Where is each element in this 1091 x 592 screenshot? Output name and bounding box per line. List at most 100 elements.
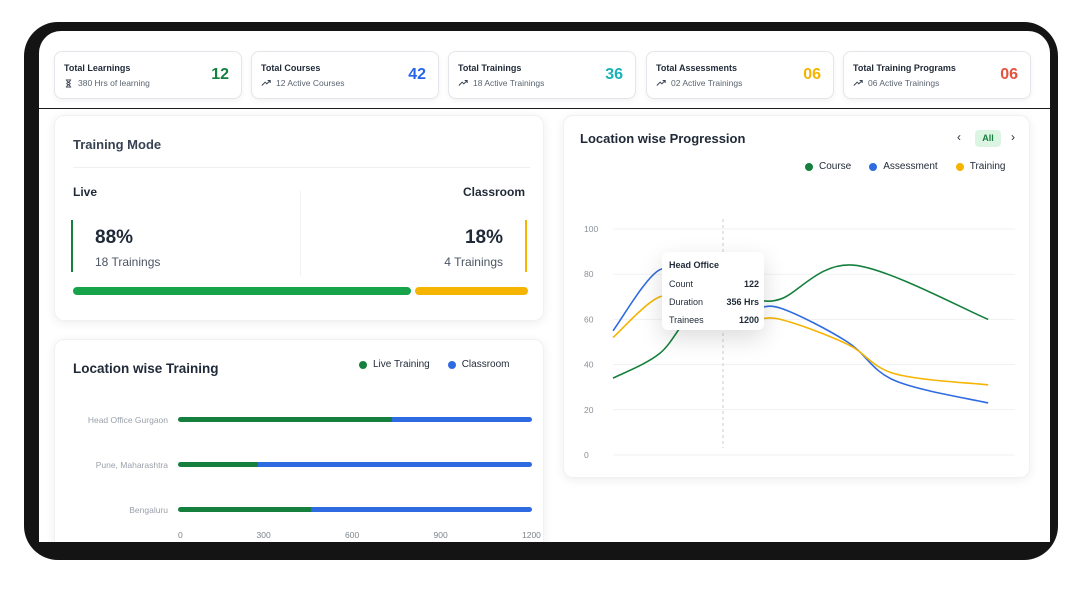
classroom-segment [391,417,532,422]
live-percent: 88% [95,227,134,248]
classroom-share-bar [415,287,528,295]
location-bar[interactable] [178,417,532,422]
classroom-count: 4 Trainings [444,255,503,269]
stat-card-total-training-programs[interactable]: Total Training Programs 06 Active Traini… [843,51,1031,99]
progression-title: Location wise Progression [580,131,746,146]
x-tick-label: 600 [345,530,360,540]
training-mode-card: Training Mode Live Classroom 88% 18 Trai… [54,115,544,321]
location-bar[interactable] [178,462,532,467]
tooltip-label: Trainees [669,315,704,325]
legend-label: Classroom [461,359,510,370]
tooltip-value: 356 Hrs [726,297,759,307]
live-stat-block: 88% 18 Trainings [71,220,271,272]
stat-card-total-learnings[interactable]: Total Learnings 380 Hrs of learning 12 [54,51,242,99]
live-training-segment [178,417,392,422]
stat-subtitle-text: 380 Hrs of learning [78,78,150,88]
stat-subtitle: 380 Hrs of learning [64,78,150,88]
legend-dot [955,162,964,171]
stat-value: 06 [803,66,821,83]
stat-title: Total Learnings [64,63,131,73]
header-divider [39,108,1050,109]
tooltip-label: Count [669,279,694,289]
location-label: Pune, Maharashtra [95,460,168,470]
tooltip-value: 122 [743,279,759,289]
stat-subtitle-text: 02 Active Trainings [671,78,743,88]
stat-subtitle-text: 12 Active Courses [276,78,345,88]
stat-value: 06 [1000,66,1018,83]
stat-subtitle-text: 06 Active Trainings [868,78,940,88]
trend-up-icon [853,80,863,86]
stat-card-total-trainings[interactable]: Total Trainings 18 Active Trainings 36 [448,51,636,99]
legend-live-training[interactable]: Live Training [359,359,430,370]
tooltip-value: 1200 [738,315,759,325]
progression-line-chart: 100 80 60 40 20 0 Head Office Gurgaon Head Offi… [584,219,1015,479]
y-tick-label: 40 [584,360,594,370]
classroom-percent: 18% [464,227,503,248]
x-tick-label: 300 [256,530,271,540]
trend-up-icon [656,80,666,86]
legend-classroom[interactable]: Classroom [447,359,510,370]
legend-label: Course [819,161,852,172]
y-tick-label: 80 [584,269,594,279]
legend-dot [447,360,456,369]
location-label: Head Office Gurgaon [87,415,168,425]
filter-all-button[interactable]: All [975,130,1001,147]
x-tick-label: Bengaluru [976,477,1015,479]
stat-title: Total Training Programs [853,63,956,73]
mode-separator [300,191,301,276]
y-tick-label: 20 [584,405,594,415]
classroom-segment [310,507,532,512]
legend-dot [359,360,367,369]
chart-tooltip: Head Office Count 122 Duration 356 Hrs T… [662,252,764,330]
stat-subtitle-text: 18 Active Trainings [473,78,545,88]
legend-assessment[interactable]: Assessment [869,161,938,172]
stat-subtitle: 06 Active Trainings [853,78,939,88]
stat-card-total-assessments[interactable]: Total Assessments 02 Active Trainings 06 [646,51,834,99]
stat-subtitle: 18 Active Trainings [458,78,544,88]
training-mode-divider [73,167,530,168]
y-tick-label: 100 [584,224,598,234]
stat-card-total-courses[interactable]: Total Courses 12 Active Courses 42 [251,51,439,99]
dashboard-screen: Total Learnings 380 Hrs of learning 12 T… [39,31,1050,542]
live-training-segment [178,507,311,512]
tooltip-row-trainees: Trainees 1200 [669,315,759,325]
location-training-title: Location wise Training [73,361,219,376]
stat-value: 36 [605,66,623,83]
location-training-card: Location wise Training Live Training Cla… [54,339,544,542]
legend-training[interactable]: Training [955,161,1006,172]
tooltip-title: Head Office [669,260,720,270]
live-share-bar [73,287,411,295]
stat-subtitle: 12 Active Courses [261,78,345,88]
tooltip-row-count: Count 122 [669,279,759,289]
stat-title: Total Trainings [458,63,522,73]
legend-label: Live Training [373,359,430,370]
stat-value: 12 [211,66,229,83]
y-tick-label: 60 [584,314,594,324]
classroom-stat-block: 18% 4 Trainings [327,220,527,272]
stat-subtitle: 02 Active Trainings [656,78,742,88]
legend-label: Assessment [883,161,938,172]
legend-dot [869,162,878,171]
chevron-left-icon[interactable]: ‹ [957,130,961,144]
location-progression-card: Location wise Progression ‹ All › Course… [563,115,1030,479]
location-label: Bengaluru [129,505,168,515]
location-training-legend: Live Training Classroom [359,359,528,370]
stats-row: Total Learnings 380 Hrs of learning 12 T… [54,51,1034,99]
x-tick-label: Head Office Gurgaon [613,477,693,479]
tooltip-label: Duration [669,297,704,307]
location-bar[interactable] [178,507,532,512]
chevron-right-icon[interactable]: › [1011,130,1015,144]
live-training-segment [178,462,258,467]
stat-title: Total Courses [261,63,321,73]
hourglass-icon [65,78,72,88]
y-tick-label: 0 [584,450,589,460]
live-count: 18 Trainings [95,255,161,269]
x-tick-label: 900 [433,530,448,540]
x-tick-label: Noida [884,477,906,479]
x-tick-label: 1200 [522,530,541,540]
legend-course[interactable]: Course [805,161,851,172]
x-tick-label: 0 [178,530,183,540]
trend-up-icon [261,80,271,86]
legend-label: Training [969,161,1006,172]
tooltip-row-duration: Duration 356 Hrs [669,297,759,307]
